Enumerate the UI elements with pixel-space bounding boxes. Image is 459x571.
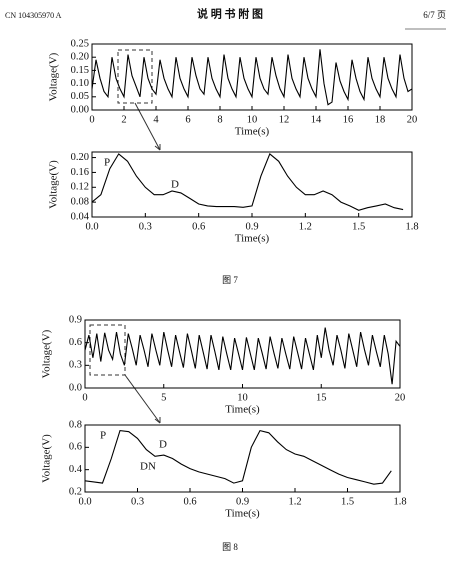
x-tick-label: 1.2 bbox=[288, 496, 301, 507]
x-tick-label: 16 bbox=[343, 114, 354, 125]
y-axis-label: Voltage(V) bbox=[48, 160, 60, 209]
y-tick-label: 0.04 bbox=[71, 211, 90, 222]
annotation: D bbox=[171, 179, 179, 191]
x-tick-label: 14 bbox=[311, 114, 322, 125]
y-tick-label: 0.00 bbox=[71, 104, 89, 115]
x-tick-label: 20 bbox=[407, 114, 418, 125]
plot-frame bbox=[91, 151, 413, 218]
y-tick-label: 0.3 bbox=[69, 360, 82, 371]
x-axis-label: Time(s) bbox=[235, 126, 270, 138]
y-tick-label: 0.15 bbox=[71, 65, 89, 76]
y-axis-label: Voltage(V) bbox=[48, 52, 60, 101]
x-tick-label: 5 bbox=[161, 392, 166, 403]
x-tick-label: 0.9 bbox=[236, 496, 249, 507]
annotation: DN bbox=[140, 461, 156, 473]
figure-caption: 图 7 bbox=[222, 275, 238, 285]
y-tick-label: 0.6 bbox=[69, 442, 82, 453]
y-tick-label: 0.20 bbox=[71, 52, 89, 63]
y-tick-label: 0.8 bbox=[69, 419, 82, 430]
x-tick-label: 15 bbox=[316, 392, 327, 403]
zoom-arrow bbox=[134, 102, 161, 151]
x-tick-label: 0.6 bbox=[183, 496, 196, 507]
x-axis-label: Time(s) bbox=[225, 404, 260, 416]
x-tick-label: 0.0 bbox=[85, 221, 98, 232]
x-tick-label: 0.3 bbox=[139, 221, 152, 232]
x-tick-label: 10 bbox=[237, 392, 248, 403]
data-line bbox=[91, 152, 404, 211]
y-tick-label: 0.2 bbox=[69, 486, 82, 497]
x-tick-label: 0 bbox=[89, 114, 94, 125]
doc-number: CN 104305970 A bbox=[5, 11, 62, 20]
x-tick-label: 2 bbox=[121, 114, 126, 125]
data-line bbox=[84, 327, 401, 385]
x-tick-label: 1.8 bbox=[393, 496, 406, 507]
x-tick-label: 1.5 bbox=[352, 221, 365, 232]
y-tick-label: 0.4 bbox=[69, 464, 83, 475]
y-tick-label: 0.0 bbox=[69, 382, 82, 393]
y-tick-label: 0.6 bbox=[69, 337, 82, 348]
x-tick-label: 0.9 bbox=[245, 221, 258, 232]
page-number: 6/7 页 bbox=[423, 10, 446, 20]
x-tick-label: 1.5 bbox=[341, 496, 354, 507]
y-axis-label: Voltage(V) bbox=[41, 434, 53, 483]
x-tick-label: 0.0 bbox=[78, 496, 91, 507]
x-tick-label: 10 bbox=[247, 114, 258, 125]
zoom-arrow bbox=[124, 374, 161, 424]
plot-frame bbox=[84, 319, 401, 389]
x-axis-label: Time(s) bbox=[225, 508, 260, 520]
x-tick-label: 20 bbox=[395, 392, 406, 403]
annotation: P bbox=[100, 430, 106, 442]
x-tick-label: 12 bbox=[279, 114, 290, 125]
annotation: D bbox=[159, 439, 167, 451]
data-line bbox=[91, 49, 413, 106]
y-tick-label: 0.12 bbox=[71, 182, 89, 193]
y-tick-label: 0.20 bbox=[71, 152, 89, 163]
doc-title: 说 明 书 附 图 bbox=[197, 7, 263, 21]
data-line bbox=[84, 429, 392, 485]
x-tick-label: 0 bbox=[82, 392, 87, 403]
x-tick-label: 0.3 bbox=[131, 496, 144, 507]
y-tick-label: 0.08 bbox=[71, 197, 89, 208]
x-tick-label: 1.2 bbox=[299, 221, 312, 232]
zoom-box bbox=[89, 324, 126, 376]
figure-caption: 图 8 bbox=[222, 542, 238, 552]
x-tick-label: 18 bbox=[375, 114, 386, 125]
x-tick-label: 1.8 bbox=[405, 221, 418, 232]
y-tick-label: 0.9 bbox=[69, 314, 82, 325]
x-tick-label: 0.6 bbox=[192, 221, 205, 232]
annotation: P bbox=[104, 157, 110, 169]
y-tick-label: 0.16 bbox=[71, 167, 89, 178]
y-tick-label: 0.10 bbox=[71, 78, 89, 89]
y-tick-label: 0.05 bbox=[71, 91, 89, 102]
x-tick-label: 4 bbox=[153, 114, 159, 125]
zoom-box bbox=[117, 49, 153, 104]
x-tick-label: 6 bbox=[185, 114, 190, 125]
y-axis-label: Voltage(V) bbox=[41, 329, 53, 378]
arrow-head bbox=[154, 417, 161, 424]
y-tick-label: 0.25 bbox=[71, 38, 89, 49]
x-tick-label: 8 bbox=[217, 114, 222, 125]
arrow-head bbox=[154, 144, 161, 151]
x-axis-label: Time(s) bbox=[235, 233, 270, 245]
